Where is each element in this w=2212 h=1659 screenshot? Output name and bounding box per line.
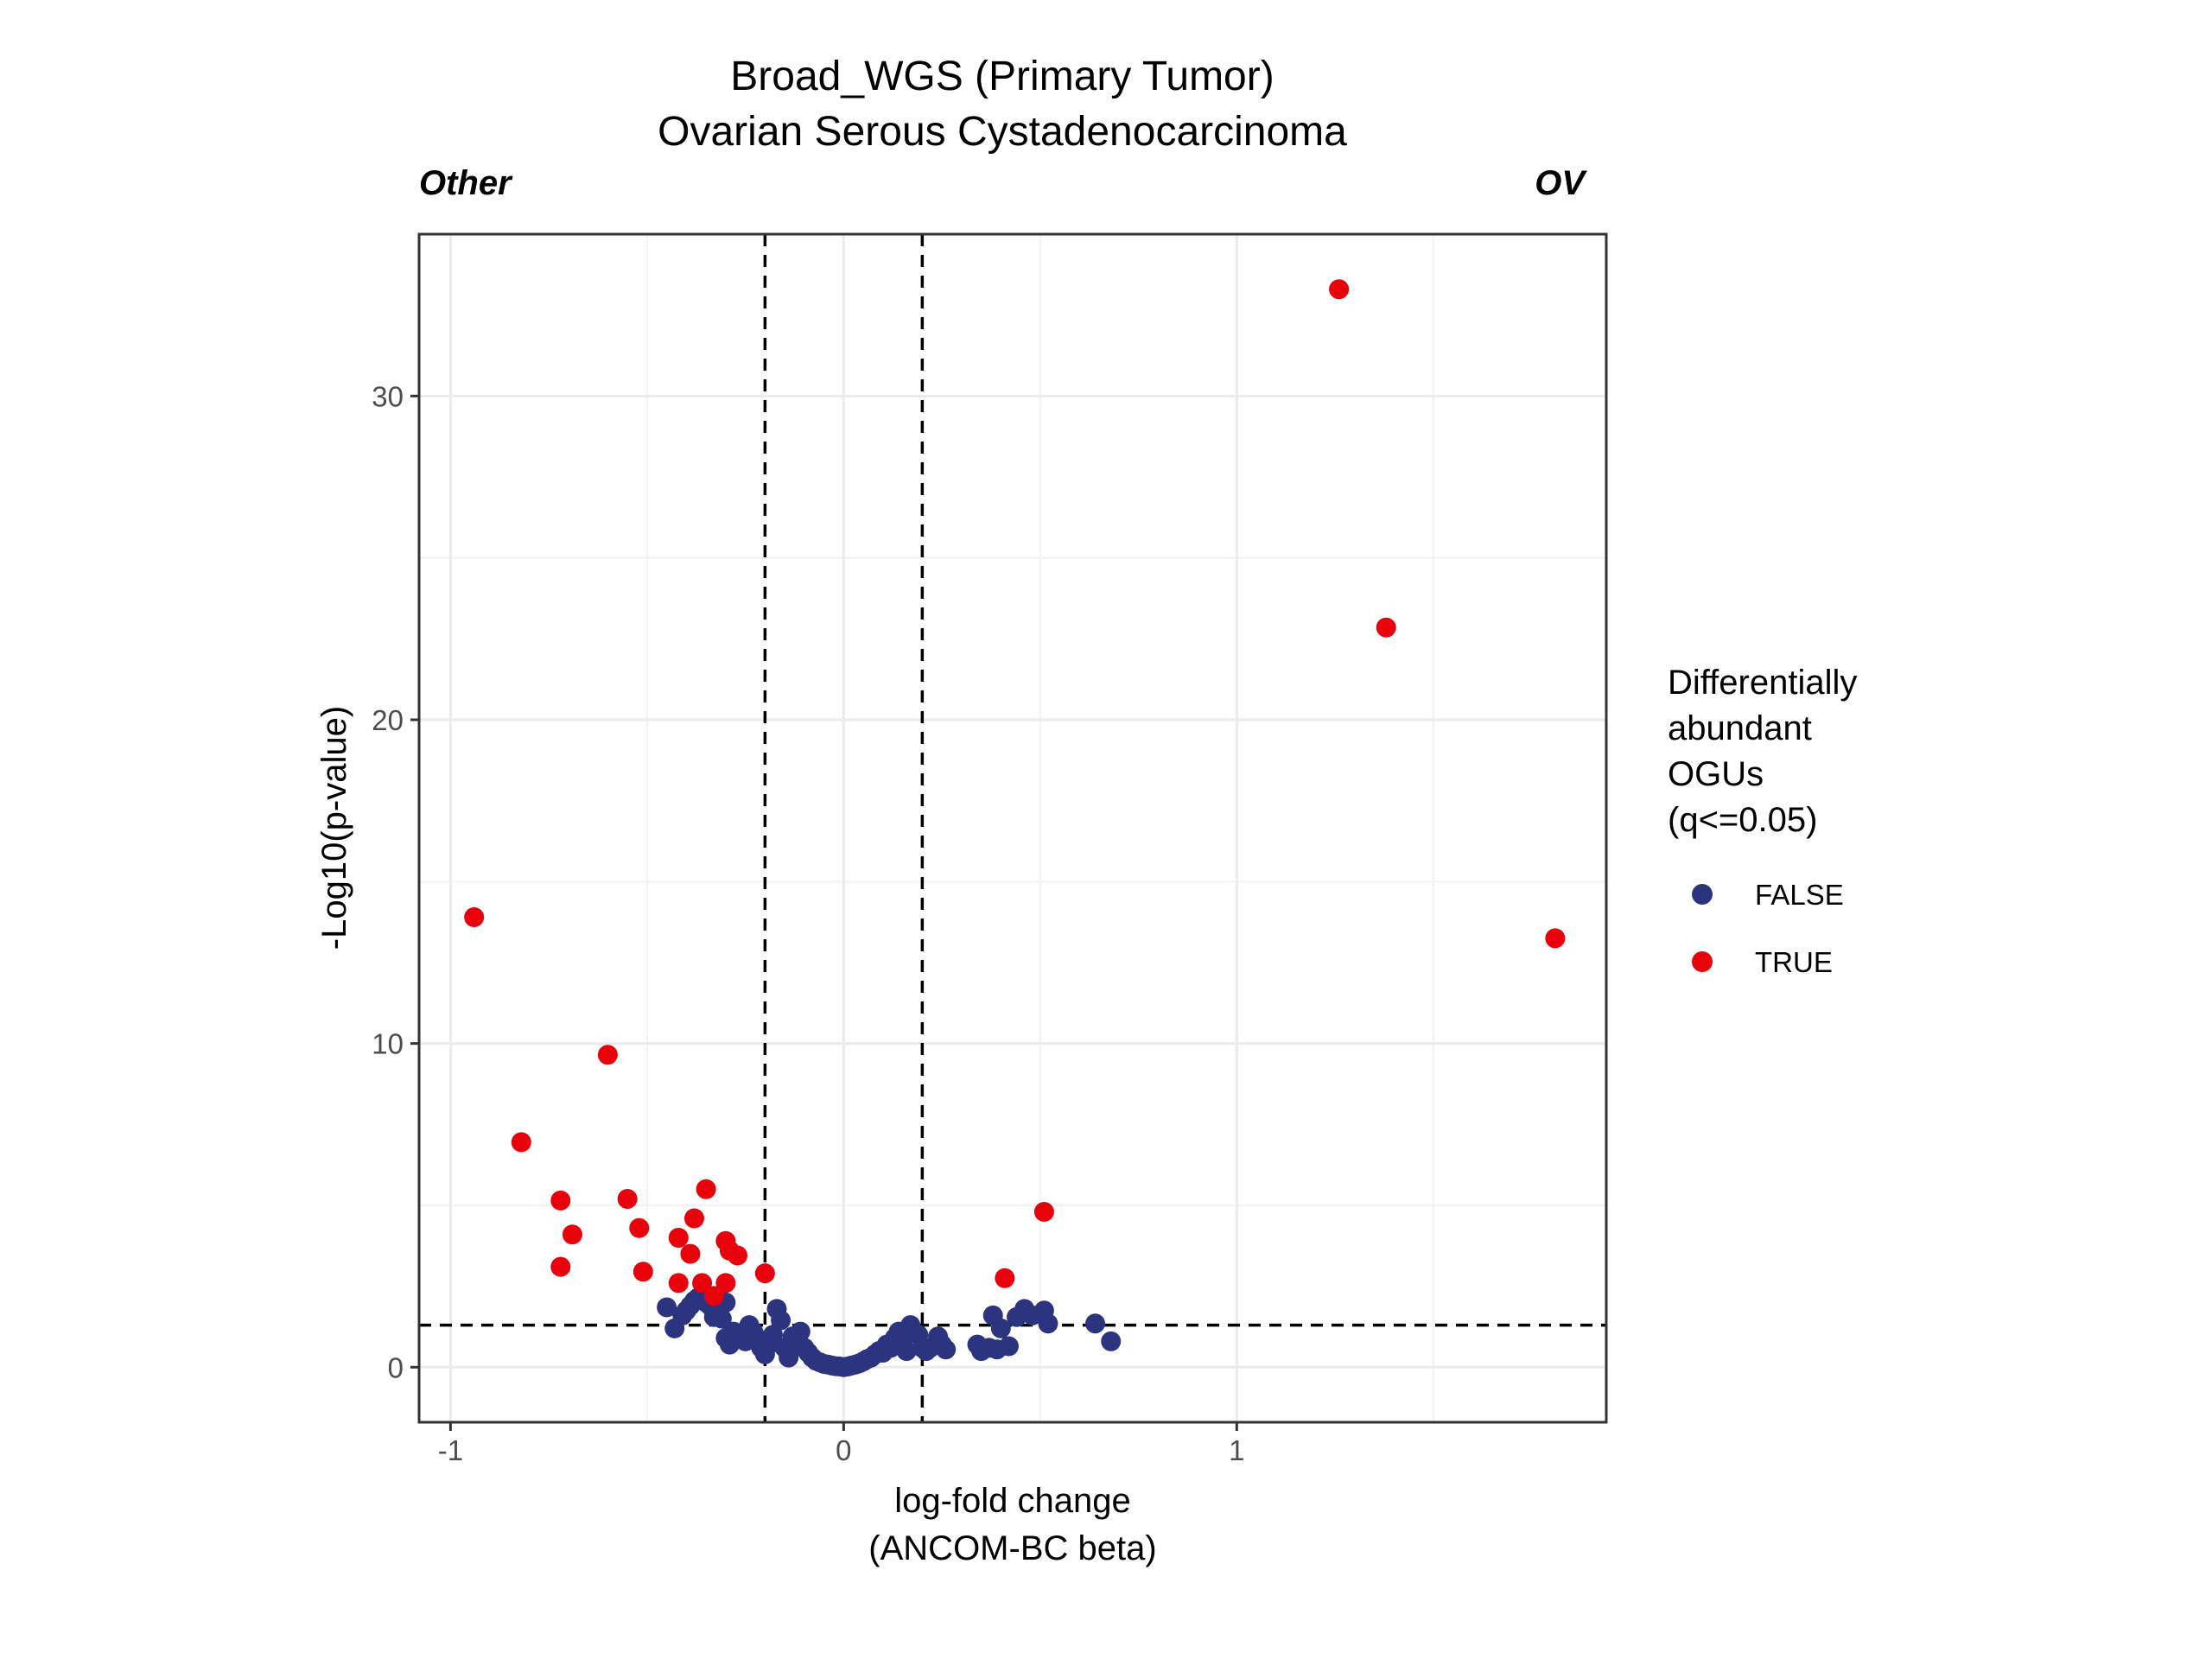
point-false	[896, 1341, 917, 1362]
point-true	[692, 1273, 713, 1294]
point-false	[936, 1339, 957, 1360]
y-tick-label: 30	[372, 380, 404, 412]
plot-panel-background	[419, 234, 1606, 1422]
legend-key-true	[1692, 951, 1713, 972]
point-true	[632, 1262, 653, 1282]
point-true	[617, 1188, 638, 1209]
point-true	[696, 1179, 716, 1199]
point-false	[779, 1347, 799, 1368]
x-axis-title-line1: log-fold change	[894, 1482, 1131, 1520]
point-false	[771, 1310, 791, 1331]
y-tick-label: 20	[372, 704, 404, 736]
x-tick-label: -1	[438, 1434, 463, 1466]
point-false	[762, 1325, 783, 1345]
point-true	[668, 1273, 689, 1294]
legend-label-true: TRUE	[1755, 946, 1833, 978]
point-false	[990, 1318, 1011, 1338]
point-true	[995, 1268, 1015, 1288]
point-true	[1376, 617, 1396, 638]
chart-subtitle: Ovarian Serous Cystadenocarcinoma	[658, 109, 1347, 155]
point-true	[550, 1256, 571, 1277]
point-true	[715, 1273, 736, 1294]
point-false	[1101, 1331, 1122, 1351]
point-true	[680, 1243, 701, 1264]
point-false	[1085, 1313, 1106, 1334]
threshold-lines	[419, 234, 1606, 1422]
legend-title-line-1: Differentially	[1668, 664, 1857, 702]
point-false	[657, 1297, 677, 1318]
y-tick-label: 0	[388, 1351, 404, 1383]
point-true	[464, 907, 485, 928]
x-tick-label: 1	[1229, 1434, 1244, 1466]
x-tick-label: 0	[836, 1434, 851, 1466]
legend-label-false: FALSE	[1755, 879, 1844, 911]
right-direction-label: OV	[1535, 164, 1587, 202]
legend-title-line-3: OGUs	[1668, 755, 1764, 793]
point-true	[511, 1132, 531, 1153]
point-true	[728, 1245, 748, 1266]
point-true	[668, 1227, 689, 1248]
y-axis-title: -Log10(p-value)	[315, 706, 353, 950]
chart-title: Broad_WGS (Primary Tumor)	[730, 54, 1274, 99]
x-axis: -1 0 1	[438, 1422, 1245, 1466]
y-axis: 0 10 20 30	[372, 380, 419, 1383]
point-true	[1329, 279, 1350, 300]
data-points	[464, 279, 1566, 1377]
point-true	[754, 1263, 775, 1284]
point-false	[790, 1321, 810, 1342]
point-true	[1033, 1201, 1054, 1222]
point-false	[998, 1336, 1019, 1357]
point-false	[1038, 1313, 1058, 1334]
point-true	[1545, 928, 1566, 949]
point-false	[711, 1308, 732, 1329]
point-true	[629, 1217, 650, 1238]
point-true	[550, 1190, 571, 1211]
legend: Differentially abundant OGUs (q<=0.05) F…	[1668, 664, 1857, 978]
major-gridlines	[419, 234, 1606, 1422]
y-tick-label: 10	[372, 1028, 404, 1060]
point-true	[703, 1286, 724, 1306]
x-axis-title-line2: (ANCOM-BC beta)	[868, 1529, 1156, 1567]
left-direction-label: Other	[419, 164, 513, 202]
legend-title-line-4: (q<=0.05)	[1668, 801, 1817, 839]
minor-gridlines	[419, 234, 1606, 1422]
point-true	[597, 1045, 618, 1065]
plot-panel-border	[417, 232, 1608, 1424]
point-true	[562, 1224, 582, 1245]
legend-key-false	[1692, 884, 1713, 905]
legend-title-line-2: abundant	[1668, 709, 1812, 747]
point-true	[683, 1208, 704, 1229]
